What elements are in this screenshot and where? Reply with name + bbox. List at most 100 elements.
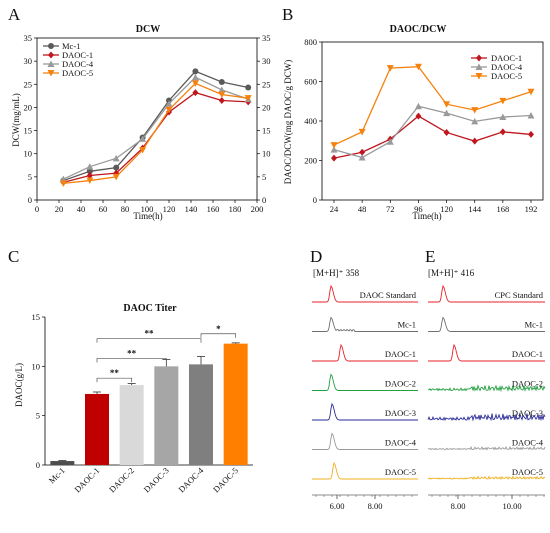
chart-a-legend-label: DAOC-5 [62,68,93,78]
chart-b-point [528,130,534,138]
chart-a-plot: 0 20 40 60 80 100 120 140 160 180 2000510152025303… [24,33,271,214]
chart-b-point [443,128,450,136]
chart-b-legend-marker [475,73,483,80]
chart-d-trace-label: DAOC-2 [385,379,416,389]
chart-d-trace-label: DAOC Standard [360,290,417,300]
chart-e-trace-label: Mc-1 [525,320,543,330]
chart-c-bar [85,393,109,465]
chart-c-bar [119,385,144,465]
chart-b-point [386,65,394,72]
chart-a-legend-marker [47,70,55,77]
chart-d-plot: DAOC Standard Mc-1 DAOC-1 DAOC-2 DAOC-3 DAOC-… [312,284,418,511]
chart-b-point [386,138,394,145]
chart-d-trace [312,343,418,362]
chart-e-xtick-label: 10.00 [502,501,521,511]
chart-c-plot: 0 5 10 15 Mc-1 DAOC-1 DAOC-2 DAOC-3 DAOC-4 DAOC-5… [32,312,253,495]
chart-a-title: DCW [136,24,160,35]
chart-a-right-tick-label: 35 [262,33,271,43]
chart-a-right-tick-label: 30 [262,56,271,66]
chart-a-legend-marker [47,60,55,67]
panel-letter-e: E [425,247,435,266]
chart-e-xtick-label: 8.00 [451,501,466,511]
chart-a-point [112,173,120,181]
chart-b-legend-label: DAOC-4 [491,62,523,72]
chart-c-sig-bracket [200,333,237,338]
chart-a-series-line [63,76,249,180]
chart-c-bar [50,461,75,465]
chart-a-point [86,168,93,175]
chart-a-point [218,86,226,93]
chart-c-xtick-label: DAOC-5 [211,465,240,494]
chart-e-trace [428,316,545,332]
chart-a-point [165,106,173,114]
chart-d-trace [312,432,418,450]
chart-a-xtick-label: 140 [185,204,198,214]
chart-a-point [139,147,147,154]
chart-d-xtick-label: 6.00 [330,501,345,511]
chart-d-ion-label: [M+H]⁺ 358 [313,268,360,278]
chart-a-xtick-label: 60 [99,204,108,214]
chart-a-xtick-label: 80 [121,204,130,214]
chart-c-sig-bracket [96,377,133,383]
chart-a-xlabel: Time(h) [133,211,162,221]
chart-c-ylabel: DAOC(g/L) [14,363,24,407]
chart-a-point [218,78,225,85]
chart-b-point [443,109,451,117]
chart-b-point [527,88,535,96]
chart-b-xtick-label: 96 [414,204,423,214]
chart-e-trace [428,343,545,362]
chart-c-ytick-label: 15 [32,312,41,322]
chart-c-ytick-label: 10 [32,361,41,371]
panel-letter-d: D [310,247,322,266]
chart-c-title: DAOC Titer [123,303,177,314]
chart-b-ytick-label: 400 [304,116,317,126]
chart-c-xtick-label: DAOC-1 [72,465,101,494]
chart-b-xtick-label: 48 [358,204,367,214]
chart-a-right-tick-label: 15 [262,126,271,136]
chart-c-bar [223,343,248,465]
chart-a-xtick-label: 0 [35,204,39,214]
chart-b-point [330,142,338,149]
chart-b-legend-label: DAOC-1 [491,53,522,63]
chart-a-point [218,91,226,98]
chart-c-ytick-label: 0 [36,460,40,470]
chart-a-xtick-label: 100 [141,204,154,214]
chart-a-legend-label: Mc-1 [62,41,80,51]
chart-b-point [331,154,337,162]
chart-c-xtick-label: DAOC-4 [176,465,206,495]
chart-a-point [86,171,93,179]
chart-a-ytick-label: 35 [24,33,33,43]
chart-a-point [218,96,225,104]
chart-a-point [192,89,199,97]
chart-b-legend-label: DAOC-5 [491,71,522,81]
chart-e-trace [428,284,545,303]
chart-d-trace [312,461,418,480]
chart-a-point [244,95,252,102]
chart-b-xlabel: Time(h) [412,211,441,221]
chart-a-series-line [63,82,249,184]
chart-c-sig-label: ** [145,329,155,339]
chart-a-point [245,84,252,91]
chart-a-right-tick-label: 10 [262,149,271,159]
chart-e-trace [427,475,546,481]
panel-letter-c: C [8,247,19,266]
chart-a-xtick-label: 200 [251,204,264,214]
chart-b-xtick-label: 72 [386,204,395,214]
chart-b-xtick-label: 168 [496,204,509,214]
chart-e-trace [427,412,546,422]
chart-d-trace [312,284,418,303]
chart-b-ytick-label: 800 [304,37,317,47]
chart-b-point [415,112,422,120]
chart-e-plot: CPC Standard Mc-1 DAOC-1 DAOC-2 DAOC-3 DAOC-4… [427,284,546,511]
chart-b-xtick-label: 144 [468,204,482,214]
chart-c-bar [154,366,179,465]
chart-c-sig-label: ** [110,368,120,378]
chart-a-ytick-label: 30 [24,56,33,66]
chart-b-point [358,154,366,161]
chart-c-xtick-label: DAOC-3 [142,465,171,494]
chart-a-point [86,163,94,170]
chart-a-xtick-label: 120 [163,204,176,214]
chart-b-legend-marker [475,63,483,70]
chart-a-ytick-label: 25 [24,79,33,89]
